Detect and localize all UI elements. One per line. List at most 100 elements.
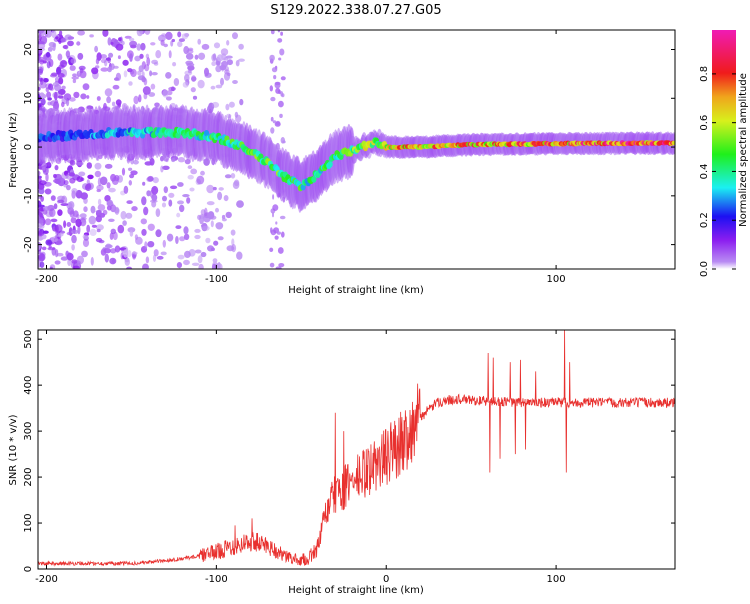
spectrogram-noise-blob bbox=[108, 218, 115, 222]
spectrogram-noise-blob bbox=[233, 179, 240, 187]
spectrogram-noise-blob bbox=[117, 55, 121, 60]
spectrogram-noise-blob bbox=[226, 59, 233, 66]
spectrogram-noise-blob bbox=[151, 72, 158, 76]
snr-xtick-label: 0 bbox=[383, 574, 389, 585]
spectrogram-noise-blob bbox=[232, 32, 238, 40]
spectrogram-noise-blob bbox=[146, 190, 151, 197]
spectrogram-noise-blob bbox=[104, 253, 110, 263]
spectrogram-noise-blob bbox=[106, 182, 111, 189]
spectrogram-noise-blob bbox=[133, 95, 139, 105]
spectrogram-noise-blob bbox=[168, 86, 177, 91]
spectrogram-noise-blob bbox=[274, 235, 279, 240]
spectrogram-noise-blob bbox=[278, 100, 284, 108]
spectrogram-noise-blob bbox=[223, 195, 229, 202]
spectrogram-noise-blob bbox=[153, 62, 159, 66]
spectrogram-noise-blob bbox=[152, 177, 159, 184]
spectrogram-noise-blob bbox=[38, 69, 43, 76]
spectrogram-noise-blob bbox=[57, 73, 65, 78]
spectrogram-noise-blob bbox=[272, 194, 275, 200]
spectrogram-noise-blob bbox=[197, 79, 205, 89]
spectrogram-noise-blob bbox=[230, 173, 236, 179]
spectrogram-noise-blob bbox=[184, 74, 190, 82]
spectrogram-noise-blob bbox=[191, 76, 197, 82]
spectrogram-noise-blob bbox=[269, 262, 275, 268]
spectrogram-noise-blob bbox=[96, 228, 101, 233]
spectrogram-noise-blob bbox=[38, 237, 44, 241]
spectrogram-noise-blob bbox=[281, 231, 285, 238]
spectrogram-noise-blob bbox=[54, 91, 58, 101]
spectrogram-noise-blob bbox=[67, 40, 74, 47]
spectrogram-noise-blob bbox=[111, 177, 119, 185]
spectrogram-ridge-cell bbox=[300, 184, 306, 191]
spectrogram-noise-blob bbox=[124, 35, 132, 39]
spectrogram-noise-blob bbox=[38, 259, 41, 268]
spectrogram-noise-blob bbox=[65, 50, 71, 58]
spectrogram-noise-blob bbox=[142, 181, 146, 186]
spectrogram-noise-blob bbox=[270, 227, 273, 234]
spectrogram-noise-blob bbox=[96, 184, 104, 191]
spectrogram-noise-blob bbox=[71, 244, 75, 251]
spectrogram-noise-blob bbox=[106, 96, 111, 104]
spectrogram-noise-blob bbox=[97, 204, 106, 211]
snr-xlabel: Height of straight line (km) bbox=[288, 585, 424, 596]
spectrogram-noise-blob bbox=[165, 31, 173, 40]
spectrogram-noise-blob bbox=[156, 255, 164, 260]
spectrogram-noise-blob bbox=[128, 81, 133, 86]
spectrogram-noise-blob bbox=[76, 176, 84, 183]
colorbar-tick-label: 0.2 bbox=[699, 212, 710, 228]
spectrogram-noise-blob bbox=[76, 255, 84, 265]
spectrogram-noise-blob bbox=[168, 199, 173, 207]
spectrogram-noise-blob bbox=[89, 228, 97, 236]
spectrogram-noise-blob bbox=[81, 250, 88, 258]
spectrogram-noise-blob bbox=[162, 195, 167, 202]
spectrogram-noise-blob bbox=[148, 92, 156, 97]
spectrogram-noise-blob bbox=[215, 65, 222, 73]
spectrogram-noise-blob bbox=[94, 162, 102, 170]
spectrogram-noise-blob bbox=[109, 257, 117, 265]
spectrogram-noise-blob bbox=[121, 167, 126, 176]
spectrogram-noise-blob bbox=[182, 194, 190, 198]
spectrogram-noise-blob bbox=[69, 97, 76, 102]
spectrogram-noise-blob bbox=[190, 87, 196, 93]
snr-series-line bbox=[38, 330, 675, 567]
spectrogram-noise-blob bbox=[103, 248, 112, 254]
spectrogram-noise-blob bbox=[54, 224, 63, 233]
spectrogram-noise-blob bbox=[224, 69, 230, 75]
spectrogram-noise-blob bbox=[38, 180, 47, 186]
spectrogram-noise-blob bbox=[138, 65, 144, 73]
spectrogram-noise-blob bbox=[117, 224, 125, 234]
spectrogram-noise-blob bbox=[90, 205, 96, 214]
spectrogram-noise-blob bbox=[72, 73, 77, 77]
spectrogram-noise-blob bbox=[100, 67, 109, 72]
colorbar-gradient bbox=[712, 30, 736, 269]
spectrogram-noise-blob bbox=[278, 89, 281, 95]
spectrogram-noise-blob bbox=[62, 45, 68, 49]
spectrogram-noise-blob bbox=[38, 86, 41, 91]
spectrogram-noise-blob bbox=[141, 196, 147, 206]
spectrogram-noise-blob bbox=[38, 241, 41, 251]
spectrogram-noise-blob bbox=[185, 53, 194, 60]
spectrogram-noise-blob bbox=[272, 120, 277, 124]
spectrogram-noise-blob bbox=[39, 30, 46, 37]
colorbar-tick-label: 0.4 bbox=[699, 163, 710, 179]
spectrogram-noise-blob bbox=[50, 218, 58, 223]
spectrogram-noise-blob bbox=[182, 81, 189, 88]
spectrogram-noise-blob bbox=[91, 224, 97, 228]
spectrogram-noise-blob bbox=[201, 225, 210, 231]
spectrogram-noise-blob bbox=[127, 250, 132, 258]
spectrogram-noise-blob bbox=[60, 256, 68, 261]
spectrogram-noise-blob bbox=[95, 215, 103, 223]
spectrogram-noise-blob bbox=[217, 236, 224, 241]
spectrogram-noise-blob bbox=[72, 265, 80, 269]
spectrogram-noise-blob bbox=[198, 263, 204, 269]
spectrogram-noise-blob bbox=[184, 250, 191, 258]
spectrogram-noise-blob bbox=[270, 96, 276, 102]
spectrogram-noise-blob bbox=[215, 222, 224, 230]
spectrogram-noise-blob bbox=[194, 249, 202, 254]
spectrogram-noise-blob bbox=[46, 51, 51, 58]
spectrogram-noise-blob bbox=[210, 247, 215, 252]
spectrogram-noise-blob bbox=[196, 175, 205, 185]
spectrogram-noise-blob bbox=[207, 211, 215, 220]
spectrogram-noise-blob bbox=[112, 231, 118, 241]
spectrogram-noise-blob bbox=[69, 65, 76, 71]
